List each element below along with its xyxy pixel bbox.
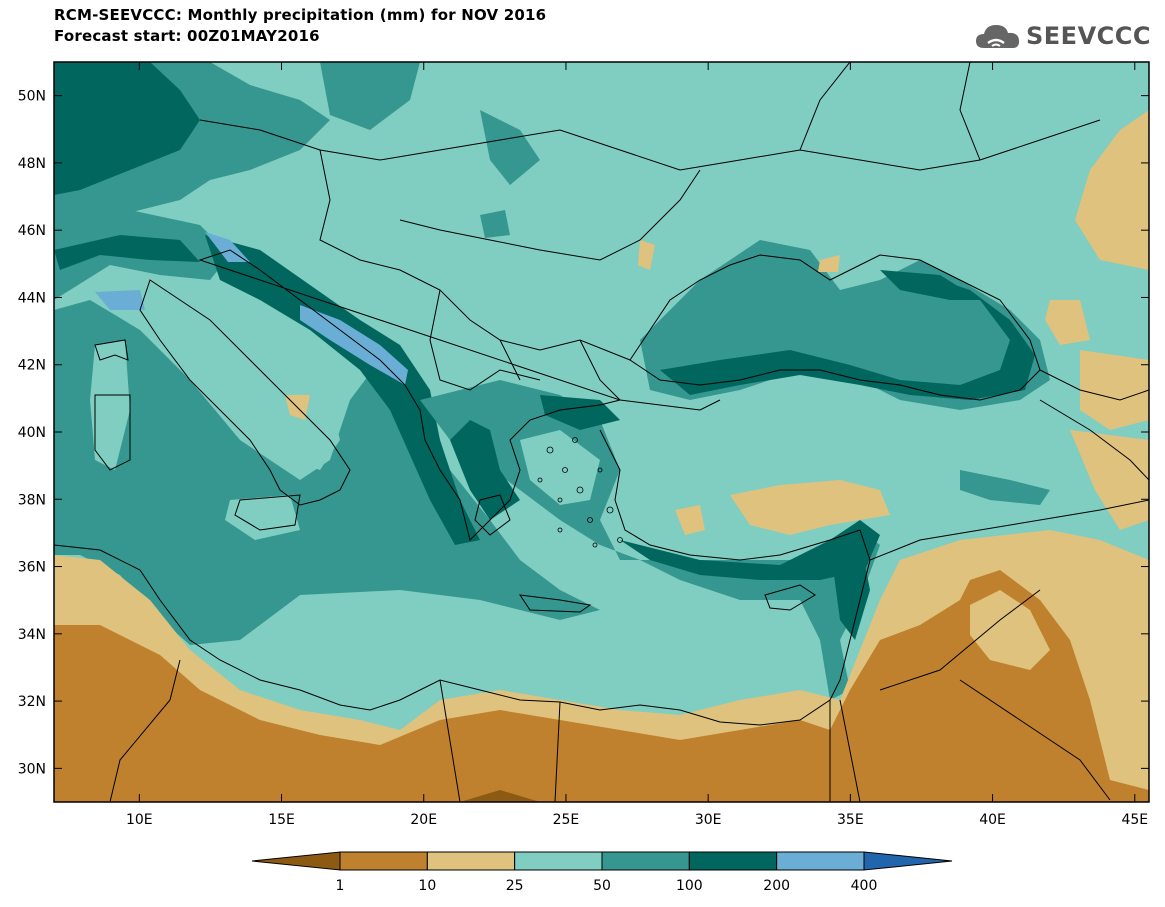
field-sahara-1-10 [54, 570, 1149, 802]
border-middle-east [879, 589, 1111, 801]
lon-tick-label: 20E [410, 812, 437, 828]
field-central-med-50-100 [54, 300, 600, 645]
border-central-europe [199, 119, 1101, 171]
colorbar-bin [514, 851, 603, 871]
field-alps-100-200 [54, 62, 200, 195]
lon-tick-label: 10E [126, 812, 153, 828]
aegean-islands [537, 437, 623, 548]
coast-black-sea [629, 254, 1041, 401]
border-caucasus [1039, 369, 1149, 481]
colorbar-label: 200 [763, 878, 790, 894]
field-caucasus-10-25 [1045, 300, 1090, 345]
colorbar-bin [426, 851, 516, 871]
lon-tick-label: 35E [837, 812, 864, 828]
cloud-logo-icon [976, 25, 1020, 48]
field-black-sea-100-200 [660, 280, 1035, 400]
colorbar-bin [776, 851, 865, 871]
coast-cyprus [764, 584, 816, 611]
field-anatolia-10-25 [730, 480, 890, 535]
colorbar-label: 400 [851, 878, 878, 894]
longitude-axis: 10E 15E 20E 25E 30E 35E 40E 45E [126, 62, 1148, 828]
field-istria-200-400 [205, 232, 250, 262]
field-aegean-25-50 [520, 430, 600, 505]
lon-tick-label: 25E [553, 812, 580, 828]
colorbar-label: 10 [418, 878, 436, 894]
coast-balkans [198, 249, 622, 541]
coast-sicily [234, 494, 301, 531]
border-n-africa [109, 659, 861, 802]
field-ligurian-100-200 [54, 235, 200, 270]
field-libya-below-1 [460, 790, 540, 802]
field-ligurian-200-400 [95, 290, 145, 310]
title-line-2: Forecast start: 00Z01MAY2016 [54, 27, 320, 45]
lat-tick-label: 34N [18, 627, 46, 643]
boundaries [54, 62, 1149, 802]
field-caucasus-100-200 [880, 270, 980, 300]
lat-tick-label: 48N [18, 156, 46, 172]
field-crimea-10-25 [818, 255, 840, 272]
field-adriatic-100-200 [205, 235, 480, 545]
field-s-turkey-100-200 [620, 520, 880, 580]
latitude-axis: 30N 32N 34N 36N 38N 40N 42N 44N 46N 48N 50N [18, 89, 1149, 777]
field-n-aegean-100-200 [540, 395, 620, 430]
border-bulgaria [499, 339, 621, 401]
colorbar-bin [601, 851, 690, 871]
title-line-1: RCM-SEEVCCC: Monthly precipitation (mm) … [54, 6, 547, 24]
field-greece-100-200 [450, 420, 520, 520]
field-algeria-50-100 [54, 520, 120, 555]
field-syria-10-25 [970, 590, 1050, 670]
seevccc-logo: SEEVCCC [974, 18, 1151, 54]
field-levant-100-200 [830, 540, 870, 640]
field-carpath-e-50-100 [480, 110, 540, 185]
colorbar-bin [688, 851, 778, 871]
coast-crete [518, 594, 592, 613]
lon-tick-label: 40E [979, 812, 1006, 828]
lon-tick-label: 15E [268, 812, 295, 828]
colorbar-bin [339, 851, 428, 871]
field-sicily-25-50 [225, 495, 300, 540]
lat-tick-label: 40N [18, 425, 46, 441]
field-e-turkey-50-100 [960, 470, 1050, 505]
coast-corsica [94, 339, 129, 361]
coast-turkey [599, 399, 861, 561]
field-w-anatolia-10-25 [675, 505, 705, 535]
coast-peloponnese [474, 494, 511, 536]
colorbar-label: 50 [593, 878, 611, 894]
border-romania [399, 169, 701, 261]
lat-tick-label: 44N [18, 290, 46, 306]
field-dalmatia-200-400 [300, 305, 408, 385]
field-carpath-n-50-100 [320, 62, 420, 130]
field-sardinia-25-50 [90, 340, 130, 470]
field-armenia-10-25 [1080, 350, 1149, 430]
colorbar-label: 1 [336, 878, 345, 894]
field-ne-10-25 [1075, 110, 1149, 270]
colorbar-label: 100 [676, 878, 703, 894]
lat-tick-label: 50N [18, 89, 46, 105]
lat-tick-label: 30N [18, 761, 46, 777]
lat-tick-label: 42N [18, 358, 46, 374]
lat-tick-label: 36N [18, 560, 46, 576]
field-iran-10-25 [1070, 430, 1149, 530]
field-carpath-s-50-100 [480, 210, 510, 238]
colorbar-low-extension [251, 851, 341, 871]
colorbar-high-extension [863, 851, 953, 871]
colorbar-label: 25 [506, 878, 524, 894]
coast-n-africa [54, 529, 871, 726]
border-serbia [429, 289, 541, 391]
lon-tick-label: 30E [695, 812, 722, 828]
lat-tick-label: 32N [18, 694, 46, 710]
coast-sardinia [94, 394, 131, 471]
field-romania-10-25 [638, 240, 655, 270]
field-italy-25-50 [190, 300, 340, 470]
coast-italy [139, 279, 351, 506]
colorbar: 1 10 25 50 100 200 400 [251, 851, 953, 894]
border-ukraine [799, 62, 981, 161]
lat-tick-label: 46N [18, 223, 46, 239]
lon-tick-label: 45E [1121, 812, 1148, 828]
lat-tick-label: 38N [18, 492, 46, 508]
border-turkey-syria [869, 499, 1149, 561]
logo-text: SEEVCCC [1026, 22, 1151, 50]
